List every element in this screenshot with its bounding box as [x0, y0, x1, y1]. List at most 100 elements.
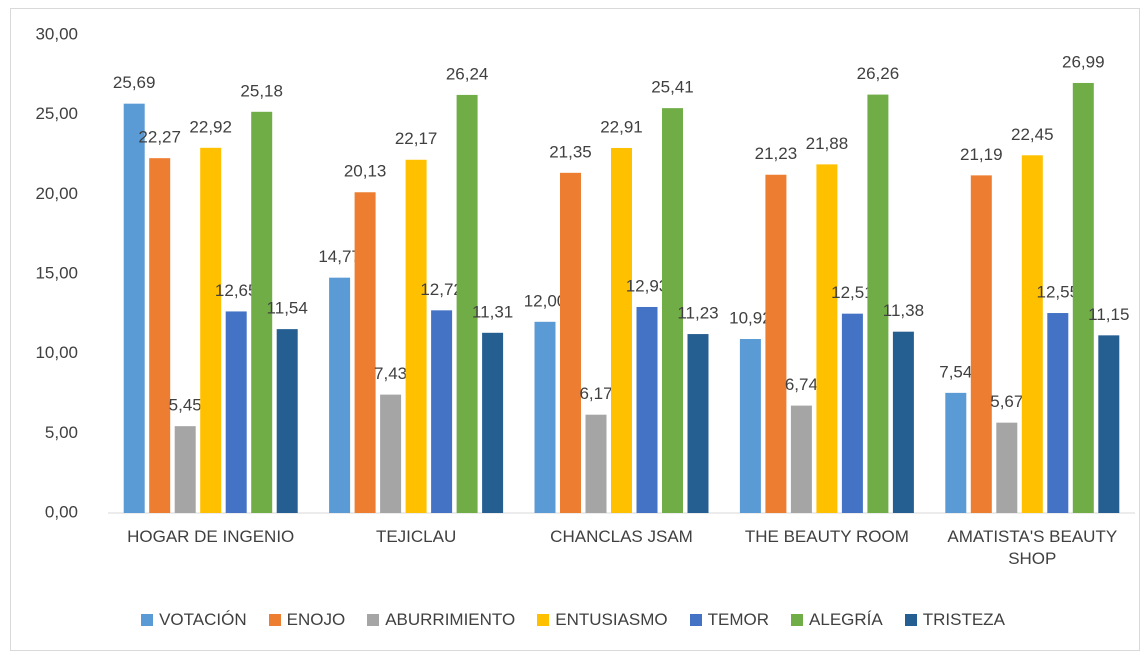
- data-label: 7,54: [939, 362, 972, 381]
- bar: [816, 164, 838, 513]
- legend-swatch: [268, 614, 281, 626]
- data-label: 7,43: [374, 364, 407, 383]
- data-label: 21,88: [806, 134, 849, 153]
- bar: [405, 159, 427, 513]
- bar: [276, 329, 298, 513]
- data-label: 10,92: [729, 308, 772, 327]
- bar: [662, 108, 683, 513]
- bar: [585, 414, 607, 513]
- legend-item: ABURRIMIENTO: [367, 610, 515, 630]
- legend-item: VOTACIÓN: [141, 610, 247, 630]
- data-label: 12,65: [215, 281, 258, 300]
- legend-swatch: [904, 614, 917, 626]
- bar: [841, 313, 863, 513]
- bar: [560, 172, 581, 513]
- data-label: 22,91: [600, 117, 643, 136]
- bar: [1047, 313, 1069, 513]
- x-tick-label: THE BEAUTY ROOM: [744, 527, 909, 546]
- data-label: 5,45: [169, 396, 202, 415]
- bar: [739, 339, 761, 513]
- bar: [149, 158, 171, 513]
- legend-item: ENTUSIASMO: [537, 610, 668, 630]
- bar: [431, 310, 453, 513]
- bar: [867, 94, 889, 513]
- chart-frame: [10, 8, 1140, 651]
- bar: [765, 174, 787, 513]
- bar: [456, 94, 478, 513]
- data-label: 22,17: [395, 129, 438, 148]
- bar: [687, 334, 709, 513]
- y-tick-label: 15,00: [35, 263, 78, 282]
- bar: [225, 311, 247, 513]
- data-label: 22,27: [138, 128, 181, 147]
- data-label: 25,18: [240, 81, 283, 100]
- legend-label: ENOJO: [286, 610, 346, 629]
- legend-swatch: [537, 614, 550, 626]
- legend-label: VOTACIÓN: [159, 610, 247, 629]
- data-label: 25,41: [651, 78, 694, 97]
- bar: [534, 321, 556, 513]
- bar: [945, 392, 967, 513]
- data-label: 11,54: [267, 299, 308, 318]
- y-tick-label: 0,00: [45, 502, 78, 521]
- data-label: 25,69: [113, 73, 156, 92]
- bar: [123, 103, 145, 513]
- bar: [996, 422, 1018, 513]
- legend-item: ALEGRÍA: [791, 610, 883, 630]
- x-tick-label: AMATISTA'S BEAUTY SHOP: [947, 527, 1118, 568]
- bar: [482, 332, 504, 513]
- legend-swatch: [141, 614, 154, 626]
- bar: [354, 192, 376, 513]
- bar: [636, 306, 658, 513]
- x-tick-label: TEJICLAU: [375, 527, 457, 546]
- bar: [1098, 335, 1120, 513]
- data-label: 11,15: [1088, 305, 1129, 324]
- bar: [174, 426, 196, 513]
- legend: VOTACIÓN ENOJO ABURRIMIENTO ENTUSIASMO TEMOR…: [0, 610, 1146, 630]
- data-label: 20,13: [344, 162, 387, 181]
- y-tick-label: 10,00: [35, 343, 78, 362]
- data-label: 12,55: [1037, 283, 1080, 302]
- data-label: 21,23: [755, 144, 798, 163]
- y-tick-label: 5,00: [45, 423, 78, 442]
- bar: [329, 277, 351, 513]
- x-tick-label: CHANCLAS JSAM: [550, 527, 693, 546]
- data-label: 12,00: [524, 291, 567, 310]
- legend-label: ENTUSIASMO: [555, 610, 668, 629]
- legend-label: TRISTEZA: [922, 610, 1005, 629]
- legend-swatch: [791, 614, 804, 626]
- y-tick-label: 30,00: [35, 24, 78, 43]
- data-label: 11,38: [883, 301, 924, 320]
- data-label: 26,24: [446, 64, 489, 83]
- legend-label: ALEGRÍA: [809, 610, 883, 629]
- legend-item: TEMOR: [689, 610, 770, 630]
- data-label: 12,72: [420, 280, 463, 299]
- legend-swatch: [689, 614, 702, 626]
- data-label: 12,93: [626, 276, 669, 295]
- bar: [251, 111, 273, 513]
- data-label: 21,19: [960, 145, 1003, 164]
- bar: [892, 331, 914, 513]
- legend-item: ENOJO: [268, 610, 346, 630]
- data-label: 26,26: [857, 64, 900, 83]
- data-label: 11,23: [677, 304, 718, 323]
- bar: [1021, 155, 1043, 513]
- bar: [970, 175, 992, 513]
- data-label: 12,51: [831, 283, 874, 302]
- data-label: 11,31: [472, 302, 513, 321]
- data-label: 14,77: [318, 247, 361, 266]
- data-label: 6,17: [579, 384, 612, 403]
- legend-label: ABURRIMIENTO: [385, 610, 516, 629]
- data-label: 22,45: [1011, 125, 1054, 144]
- data-label: 21,35: [549, 142, 592, 161]
- data-label: 26,99: [1062, 52, 1105, 71]
- bar: [790, 405, 812, 513]
- data-label: 22,92: [189, 117, 232, 136]
- legend-item: TRISTEZA: [904, 610, 1005, 630]
- bar: [380, 394, 402, 513]
- data-label: 5,67: [990, 392, 1023, 411]
- x-tick-label: HOGAR DE INGENIO: [127, 527, 295, 546]
- legend-label: TEMOR: [707, 610, 770, 629]
